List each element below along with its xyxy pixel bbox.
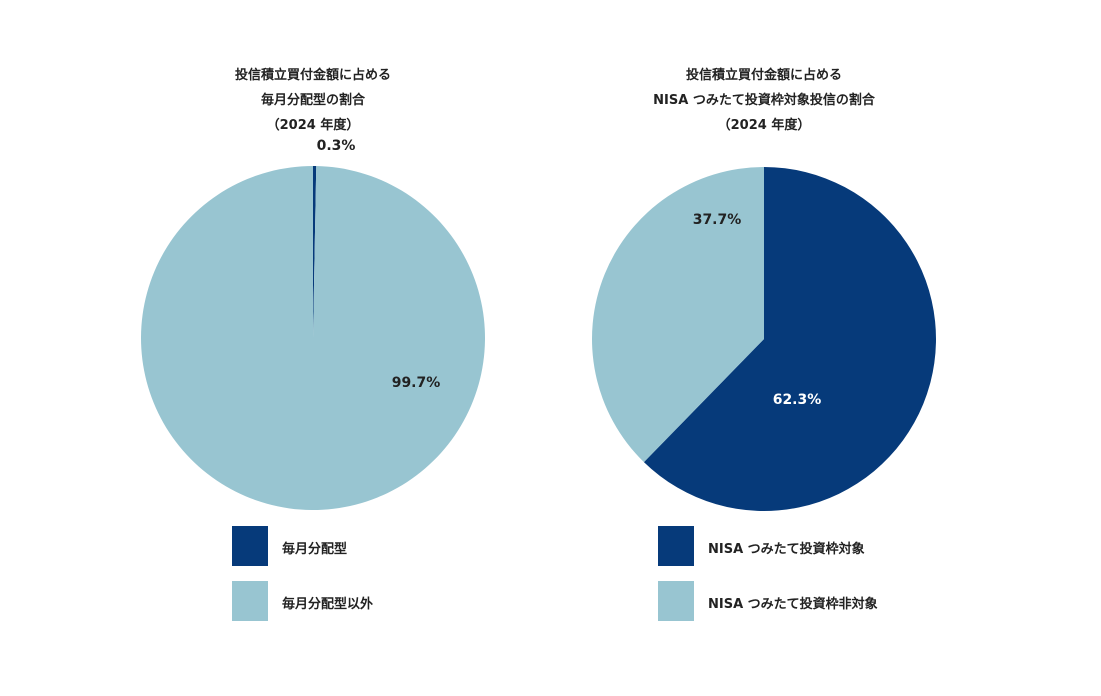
chart-1-title-line-2: 毎月分配型の割合 <box>260 93 365 108</box>
chart-1-title: 投信積立買付金額に占める 毎月分配型の割合 （2024 年度） <box>133 63 493 138</box>
legend-label: NISA つみたて投資枠対象 <box>708 542 865 557</box>
pie-data-label-2-2: 37.7% <box>693 212 742 228</box>
chart-2-title-line-2: NISA つみたて投資枠対象投信の割合 <box>653 93 875 108</box>
pie-slice-1-1 <box>313 166 317 338</box>
legend-swatch-dark <box>232 526 268 566</box>
legend-label: NISA つみたて投資枠非対象 <box>708 597 878 612</box>
chart-2-title-line-1: 投信積立買付金額に占める <box>685 68 842 83</box>
pie-slice-1-2 <box>141 166 486 510</box>
pie-data-label-1-1: 0.3% <box>317 138 356 154</box>
pie-slice-2-2 <box>591 167 764 463</box>
chart-2-title-line-3: （2024 年度） <box>717 118 811 133</box>
legend-label: 毎月分配型 <box>282 542 348 557</box>
pie-chart-2: 62.3% 37.7% <box>591 167 936 511</box>
chart-2-title: 投信積立買付金額に占める NISA つみたて投資枠対象投信の割合 （2024 年… <box>584 63 944 138</box>
chart-1-title-line-1: 投信積立買付金額に占める <box>234 68 391 83</box>
pie-data-label-1-2: 99.7% <box>392 375 441 391</box>
legend-swatch-light <box>232 581 268 621</box>
pie-chart-1: 0.3% 99.7% <box>141 138 486 510</box>
legend-label: 毎月分配型以外 <box>282 597 374 612</box>
legend-swatch-light <box>658 581 694 621</box>
pie-data-label-2-1: 62.3% <box>773 392 822 408</box>
legend-swatch-dark <box>658 526 694 566</box>
chart-1-title-line-3: （2024 年度） <box>266 118 360 133</box>
pie-slice-2-1 <box>643 167 936 511</box>
